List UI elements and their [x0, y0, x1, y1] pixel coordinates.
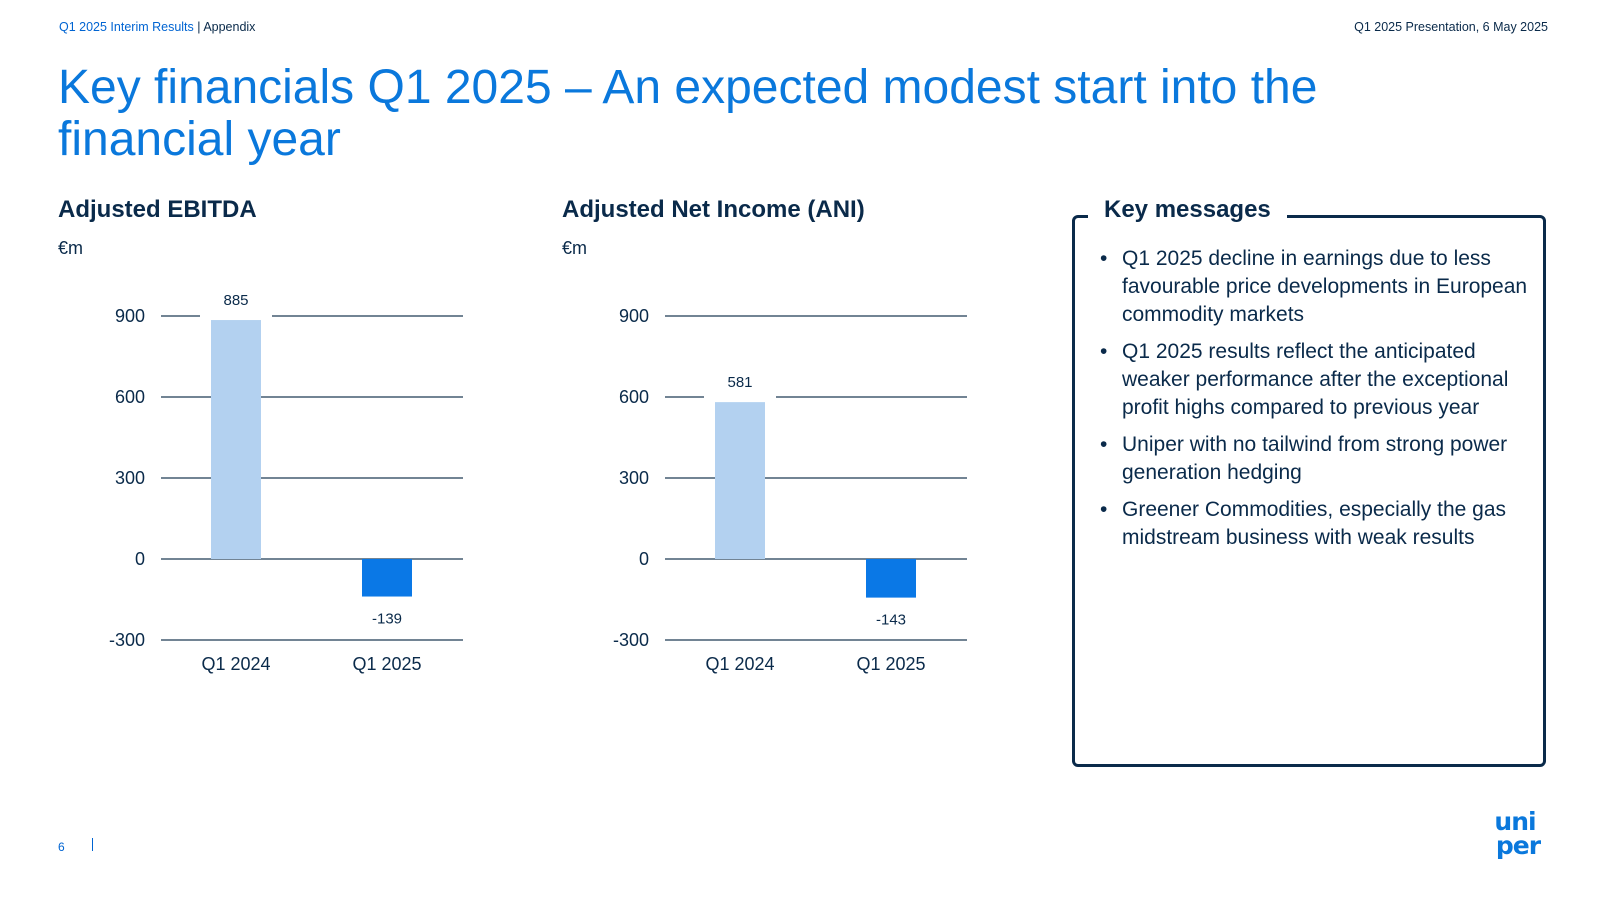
data-label: 581 — [727, 374, 752, 391]
key-message-item: Uniper with no tailwind from strong powe… — [1096, 431, 1536, 487]
key-messages-list: Q1 2025 decline in earnings due to less … — [1096, 245, 1536, 561]
ani-chart: 900 600 300 0 -300 581 -143 Q1 2024 Q1 2025 — [613, 306, 967, 674]
page-number: 6 — [58, 840, 65, 854]
ebitda-unit: €m — [58, 238, 84, 258]
y-tick-label: 300 — [619, 468, 649, 488]
breadcrumb-section: Q1 2025 Interim Results — [59, 20, 194, 34]
label-background — [704, 367, 776, 404]
svg-text:uni: uni — [1494, 808, 1535, 836]
bar-q1-2025 — [866, 559, 916, 598]
uniper-logo-icon: uni per — [1494, 808, 1542, 860]
page-title: Key financials Q1 2025 – An expected mod… — [58, 61, 1318, 166]
key-message-item: Q1 2025 results reflect the anticipated … — [1096, 338, 1536, 422]
data-label: -143 — [876, 612, 906, 629]
bar-q1-2025 — [362, 559, 412, 597]
x-tick-label: Q1 2024 — [201, 654, 270, 674]
y-tick-label: 0 — [135, 549, 145, 569]
x-tick-label: Q1 2024 — [705, 654, 774, 674]
ebitda-chart: 900 600 300 0 -300 885 -139 Q1 2024 Q1 2025 — [109, 285, 463, 674]
key-message-item: Greener Commodities, especially the gas … — [1096, 496, 1536, 552]
x-tick-label: Q1 2025 — [352, 654, 421, 674]
ani-unit: €m — [562, 238, 588, 258]
x-tick-label: Q1 2025 — [856, 654, 925, 674]
svg-text:per: per — [1496, 831, 1542, 860]
y-tick-label: 600 — [115, 387, 145, 407]
ani-chart-title: Adjusted Net Income (ANI) — [562, 196, 865, 223]
y-tick-label: 900 — [619, 306, 649, 326]
bar-q1-2024 — [211, 320, 261, 559]
data-label: -139 — [372, 611, 402, 628]
y-tick-label: 300 — [115, 468, 145, 488]
presentation-date: Q1 2025 Presentation, 6 May 2025 — [1354, 20, 1548, 34]
key-message-item: Q1 2025 decline in earnings due to less … — [1096, 245, 1536, 329]
label-background — [200, 285, 272, 322]
page-number-divider — [92, 838, 93, 851]
key-messages-box — [1072, 215, 1546, 767]
y-tick-label: -300 — [109, 630, 145, 650]
y-tick-label: 0 — [639, 549, 649, 569]
bar-q1-2024 — [715, 402, 765, 559]
data-label: 885 — [223, 292, 248, 309]
breadcrumb-subsection: Appendix — [203, 20, 256, 34]
breadcrumb: Q1 2025 Interim Results | Appendix — [59, 20, 255, 34]
ebitda-chart-title: Adjusted EBITDA — [58, 196, 257, 223]
y-tick-label: 600 — [619, 387, 649, 407]
key-messages-title: Key messages — [1088, 196, 1287, 224]
breadcrumb-separator: | — [193, 20, 204, 34]
y-tick-label: -300 — [613, 630, 649, 650]
y-tick-label: 900 — [115, 306, 145, 326]
